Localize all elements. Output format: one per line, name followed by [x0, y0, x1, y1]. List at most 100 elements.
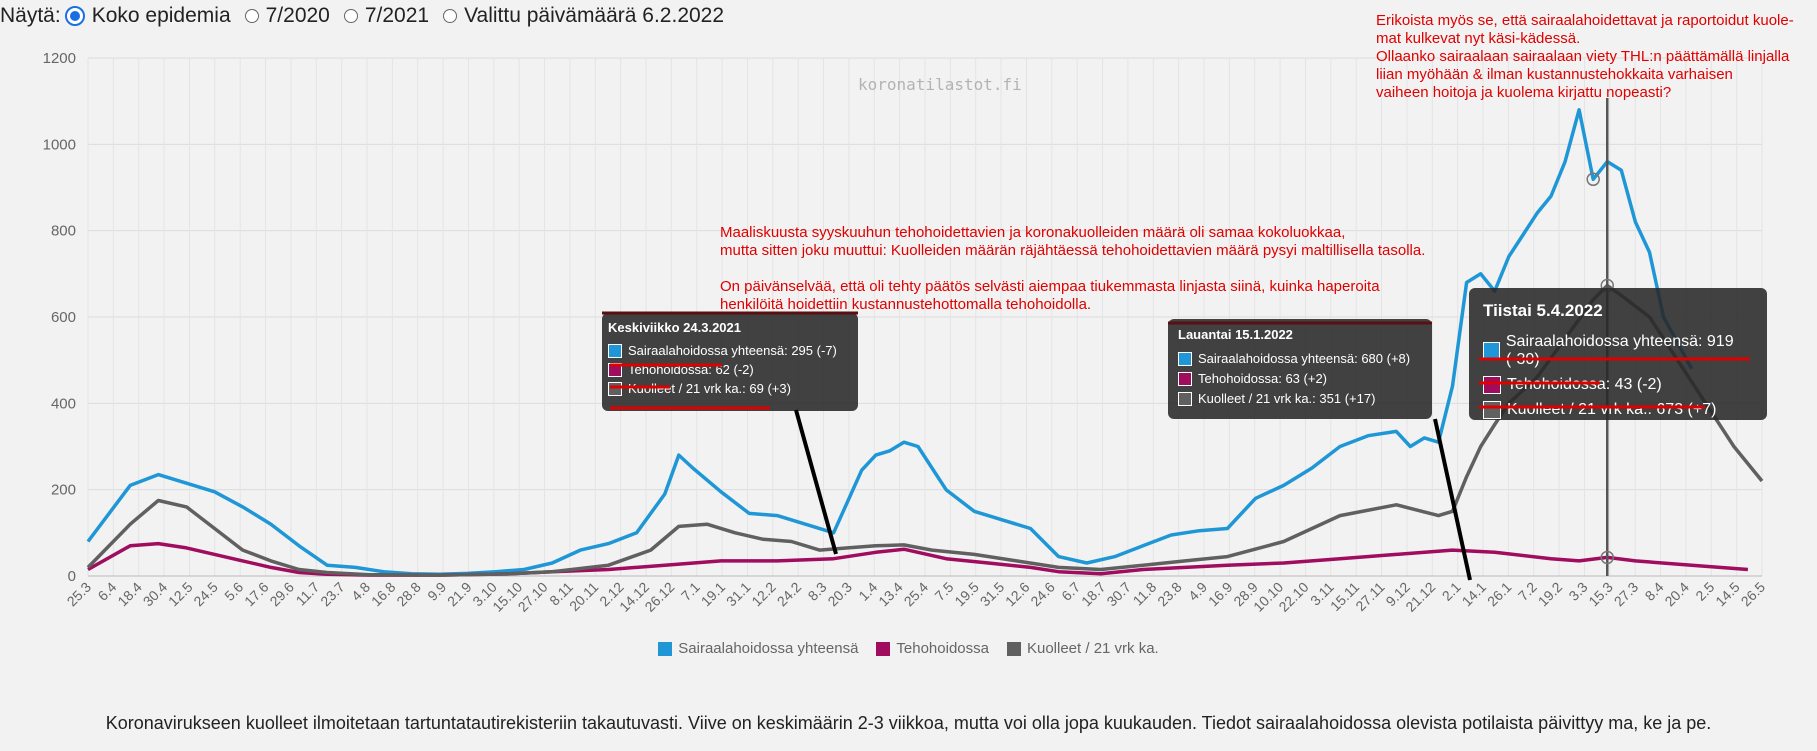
deaths-swatch-icon — [1178, 391, 1192, 406]
hospital-swatch-icon — [1178, 351, 1192, 366]
x-tick-label: 25.4 — [901, 579, 932, 610]
x-tick-label: 11.7 — [293, 579, 323, 609]
x-tick-label: 27.3 — [1611, 579, 1642, 610]
watermark: koronatilastot.fi — [858, 75, 1022, 94]
x-tick-label: 26.1 — [1484, 579, 1515, 610]
option-label: Valittu päivämäärä 6.2.2022 — [464, 4, 725, 27]
tooltip-row-deaths: Kuolleet / 21 vrk ka.: 351 (+17) — [1178, 391, 1422, 406]
radio-icon[interactable] — [443, 9, 458, 23]
icu-swatch-icon — [1483, 376, 1501, 394]
y-axis-ticks: 0 200 400 600 800 1000 1200 — [43, 50, 76, 585]
legend-item-hospital[interactable]: Sairaalahoidossa yhteensä — [658, 640, 858, 657]
x-tick-label: 29.6 — [266, 579, 297, 610]
icu-swatch-icon — [1178, 371, 1192, 386]
hover-marker — [1600, 550, 1615, 565]
option-7-2021[interactable]: 7/2021 — [343, 4, 430, 28]
x-tick-label: 24.2 — [774, 579, 805, 610]
legend-swatch-icon — [876, 641, 891, 656]
tooltip-title: Tiistai 5.4.2022 — [1483, 301, 1603, 320]
legend-label: Sairaalahoidossa yhteensä — [678, 640, 859, 657]
y-tick-label: 400 — [51, 395, 76, 412]
radio-selected-icon[interactable] — [64, 6, 85, 26]
deaths-swatch-icon — [1483, 401, 1501, 419]
hospital-swatch-icon — [1483, 342, 1500, 360]
series-line-hospital — [86, 108, 1694, 577]
option-full-epidemic[interactable]: Koko epidemia — [64, 4, 231, 28]
x-tick-label: 11.8 — [1130, 579, 1160, 609]
legend-item-deaths[interactable]: Kuolleet / 21 vrk ka. — [1006, 640, 1159, 657]
tooltip-title: Lauantai 15.1.2022 — [1178, 327, 1293, 342]
x-tick-label: 30.4 — [140, 579, 171, 610]
x-tick-label: 31.1 — [723, 579, 754, 610]
option-label: 7/2021 — [364, 4, 430, 27]
tooltip-value: Sairaalahoidossa yhteensä: 919 (-30) — [1505, 333, 1734, 368]
x-tick-label: 21.9 — [444, 579, 475, 610]
annotation-top-right: Erikoista myös se, että sairaalahoidetta… — [1376, 12, 1794, 101]
y-tick-label: 1000 — [43, 136, 76, 153]
x-tick-label: 27.11 — [1352, 579, 1388, 615]
x-tick-label: 16.8 — [368, 579, 399, 610]
tooltip-value: Kuolleet / 21 vrk ka.: 351 (+17) — [1198, 391, 1376, 406]
tooltip-march-2021: Keskiviikko 24.3.2021 Sairaalahoidossa y… — [602, 313, 858, 411]
deaths-swatch-icon — [608, 381, 622, 396]
x-tick-label: 14.5 — [1712, 579, 1743, 610]
annotation-middle: Maaliskuusta syyskuuhun tehohoidettavien… — [720, 224, 1426, 313]
x-tick-label: 13.4 — [875, 579, 906, 610]
x-axis-ticks: 25.3 6.418.430.412.524.5 5.617.629.611.723… — [64, 579, 1769, 615]
radio-icon[interactable] — [343, 9, 358, 23]
tooltip-row-icu: Tehohoidossa: 43 (-2) — [1483, 376, 1753, 394]
option-7-2020[interactable]: 7/2020 — [244, 4, 330, 28]
hospital-swatch-icon — [608, 343, 622, 358]
view-label: Näytä: — [0, 4, 61, 27]
legend-swatch-icon — [1006, 641, 1021, 656]
tooltip-row-deaths: Kuolleet / 21 vrk ka.: 69 (+3) — [608, 381, 852, 396]
x-tick-label: 28.8 — [393, 579, 424, 610]
hover-marker — [1586, 172, 1600, 187]
tooltip-title: Keskiviikko 24.3.2021 — [608, 320, 741, 335]
x-tick-label: 26.5 — [1738, 579, 1769, 610]
tooltip-value: Sairaalahoidossa yhteensä: 295 (-7) — [628, 343, 837, 358]
legend-label: Kuolleet / 21 vrk ka. — [1026, 640, 1159, 657]
x-tick-label: 19.2 — [1535, 579, 1566, 610]
y-tick-label: 800 — [51, 223, 76, 240]
x-tick-label: 18.7 — [1078, 579, 1109, 610]
tooltip-value: Sairaalahoidossa yhteensä: 680 (+8) — [1198, 351, 1411, 366]
y-tick-label: 0 — [68, 568, 76, 585]
x-tick-label: 23.7 — [317, 579, 348, 610]
x-tick-label: 12.2 — [748, 579, 779, 610]
x-tick-label: 20.11 — [566, 579, 602, 615]
tooltip-april-2022: Tiistai 5.4.2022 Sairaalahoidossa yhteen… — [1469, 288, 1767, 420]
x-tick-label: 17.6 — [241, 579, 272, 610]
x-tick-label: 19.5 — [951, 579, 982, 610]
x-tick-label: 21.12 — [1402, 579, 1438, 615]
tooltip-value: Kuolleet / 21 vrk ka.: 673 (+7) — [1507, 401, 1717, 418]
x-tick-label: 31.5 — [977, 579, 1008, 610]
x-tick-label: 14.1 — [1459, 579, 1490, 610]
tooltip-row-hospital: Sairaalahoidossa yhteensä: 919 (-30) — [1483, 333, 1753, 369]
y-tick-label: 600 — [51, 309, 76, 326]
icu-swatch-icon — [608, 362, 622, 377]
x-tick-label: 23.8 — [1154, 579, 1185, 610]
x-tick-label: 19.1 — [698, 579, 729, 610]
option-label: 7/2020 — [265, 4, 330, 27]
x-tick-label: 15.3 — [1585, 579, 1616, 610]
option-label: Koko epidemia — [91, 4, 231, 27]
y-tick-label: 200 — [51, 482, 76, 499]
legend-item-icu[interactable]: Tehohoidossa — [876, 640, 989, 657]
radio-icon[interactable] — [244, 9, 259, 23]
tooltip-row-hospital: Sairaalahoidossa yhteensä: 295 (-7) — [608, 343, 852, 358]
tooltip-january-2022: Lauantai 15.1.2022 Sairaalahoidossa yhte… — [1168, 319, 1432, 419]
x-tick-label: 20.4 — [1661, 579, 1692, 610]
x-tick-label: 12.5 — [165, 579, 196, 610]
x-tick-label: 30.7 — [1103, 579, 1134, 610]
x-tick-label: 24.6 — [1027, 579, 1058, 610]
x-tick-label: 24.5 — [190, 579, 221, 610]
footnote: Koronavirukseen kuolleet ilmoitetaan tar… — [105, 713, 1712, 733]
series-line-icu — [87, 541, 1749, 577]
option-selected-date[interactable]: Valittu päivämäärä 6.2.2022 — [443, 4, 724, 28]
x-tick-label: 26.12 — [641, 579, 677, 615]
x-tick-label: 12.6 — [1002, 579, 1033, 610]
legend-swatch-icon — [658, 641, 673, 656]
x-tick-label: 20.3 — [824, 579, 855, 610]
chart-legend: Sairaalahoidossa yhteensä Tehohoidossa K… — [0, 640, 1817, 657]
